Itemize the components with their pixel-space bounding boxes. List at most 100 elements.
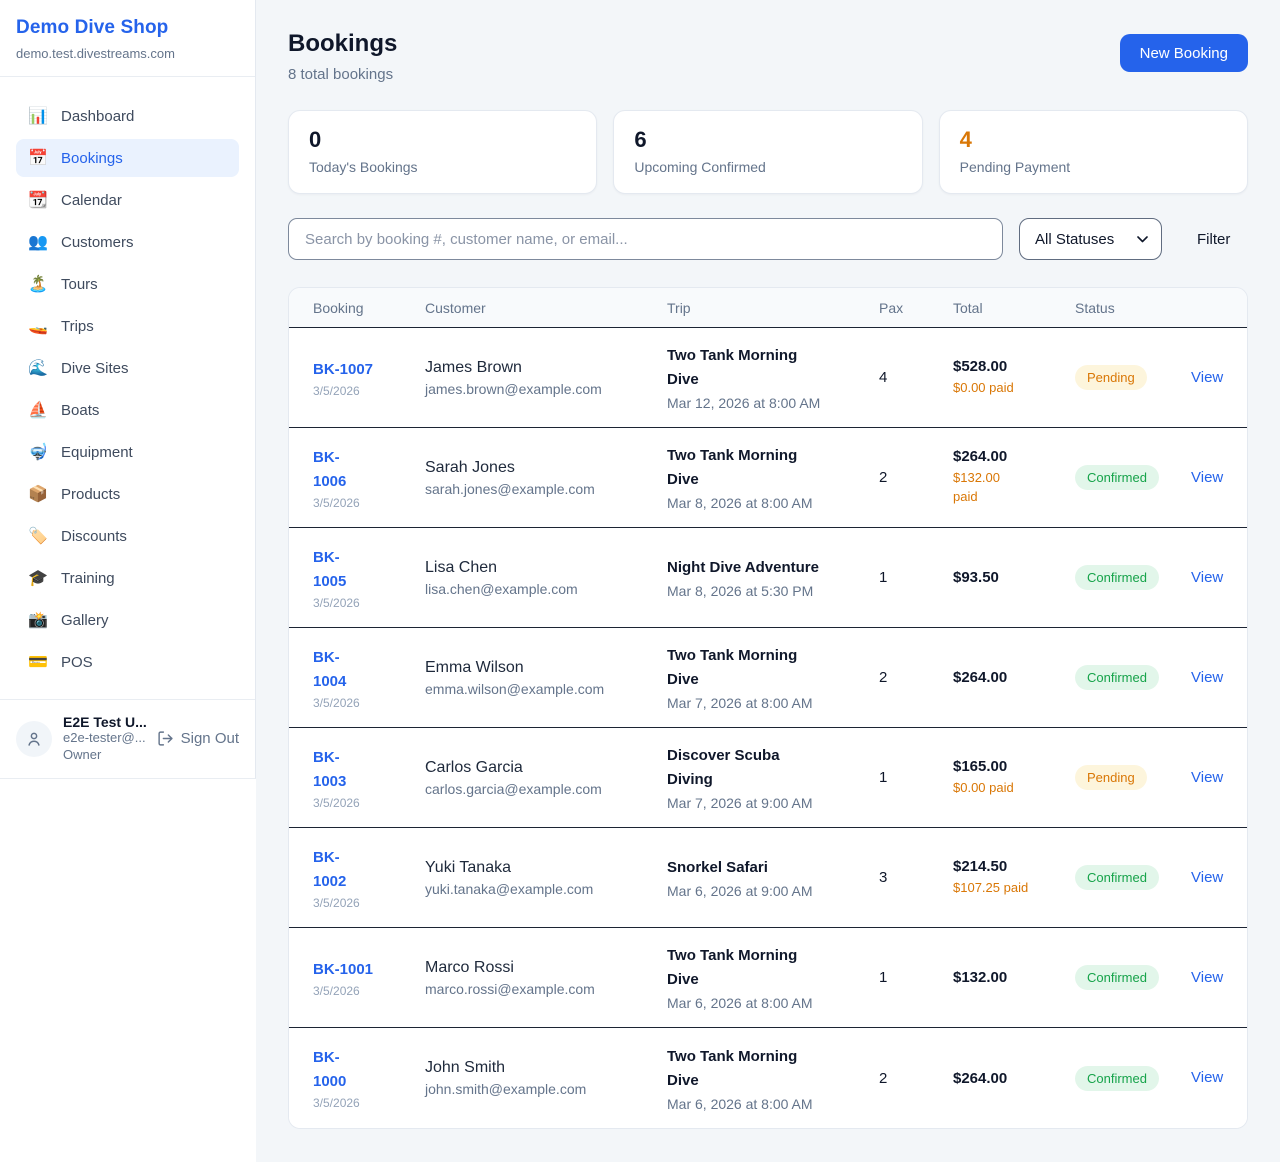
trip-name: Snorkel Safari — [667, 859, 768, 876]
view-booking-link[interactable]: View — [1191, 568, 1224, 586]
booking-cell: BK- 1002 3/5/2026 — [313, 832, 413, 924]
column-header-customer: Customer — [425, 299, 486, 316]
customer-cell: Lisa Chen lisa.chen@example.com — [425, 545, 655, 611]
column-header-booking: Booking — [313, 299, 364, 316]
customer-cell: John Smith john.smith@example.com — [425, 1045, 655, 1111]
main-content: Bookings 8 total bookings New Booking 0 … — [256, 0, 1280, 1162]
table-row: BK- 1003 3/5/2026 Carlos Garcia carlos.g… — [289, 728, 1247, 828]
status-cell: Pending — [1075, 351, 1179, 404]
sidebar-item-calendar[interactable]: 📆 Calendar — [28, 191, 122, 210]
customer-email: yuki.tanaka@example.com — [425, 880, 594, 897]
customer-cell: Yuki Tanaka yuki.tanaka@example.com — [425, 845, 655, 911]
stat-value: 0 — [309, 127, 322, 152]
total-cell: $165.00 $0.00 paid — [953, 744, 1063, 812]
sidebar-item-pos[interactable]: 💳 POS — [28, 653, 93, 672]
customer-name: Carlos Garcia — [425, 758, 523, 776]
table-body: BK-1007 3/5/2026 James Brown james.brown… — [289, 328, 1247, 1128]
column-header-trip: Trip — [667, 299, 691, 316]
customer-name: Emma Wilson — [425, 658, 524, 676]
pax-count: 1 — [879, 769, 888, 786]
island-icon: 🏝️ — [28, 276, 48, 293]
view-booking-link[interactable]: View — [1191, 668, 1224, 686]
booking-id-link[interactable]: BK-1001 — [313, 960, 374, 978]
customer-cell: Emma Wilson emma.wilson@example.com — [425, 645, 655, 711]
trip-name: Two Tank Morning Dive — [667, 647, 798, 688]
user-name: E2E Test U... — [63, 714, 147, 730]
booking-id-link[interactable]: BK-1007 — [313, 360, 374, 378]
sidebar-item-trips[interactable]: 🚤 Trips — [28, 317, 94, 336]
sidebar-item-training[interactable]: 🎓 Training — [28, 569, 115, 588]
sidebar-item-discounts[interactable]: 🏷️ Discounts — [28, 527, 127, 546]
status-filter-value: All Statuses — [1035, 230, 1115, 248]
booking-cell: BK- 1006 3/5/2026 — [313, 432, 413, 524]
booking-id-link[interactable]: BK- 1002 — [313, 848, 347, 890]
stat-card: 4 Pending Payment — [938, 110, 1248, 194]
action-cell: View — [1191, 1055, 1223, 1101]
pax-count: 2 — [879, 1069, 888, 1087]
total-cell: $264.00 — [953, 655, 1063, 700]
customer-email: james.brown@example.com — [425, 380, 602, 397]
view-booking-link[interactable]: View — [1191, 868, 1224, 886]
trip-name: Night Dive Adventure — [667, 559, 819, 576]
view-booking-link[interactable]: View — [1191, 1069, 1224, 1086]
total-amount: $264.00 — [953, 448, 1008, 466]
filter-button[interactable]: Filter — [1197, 230, 1231, 248]
customer-cell: Sarah Jones sarah.jones@example.com — [425, 445, 655, 511]
total-cell: $93.50 — [953, 555, 1063, 600]
pax-count: 2 — [879, 669, 888, 686]
status-cell: Pending — [1075, 751, 1179, 804]
label-tag-icon: 🏷️ — [28, 528, 48, 545]
status-filter-select[interactable]: All Statuses — [1019, 218, 1162, 260]
booking-id-link[interactable]: BK- 1006 — [313, 448, 347, 490]
pax-count: 1 — [879, 969, 888, 986]
sidebar-item-gallery[interactable]: 📸 Gallery — [28, 611, 109, 630]
booking-cell: BK-1007 3/5/2026 — [313, 344, 413, 412]
total-cell: $214.50 $107.25 paid — [953, 844, 1063, 912]
brand-logo[interactable]: Demo Dive Shop demo.test.divestreams.com — [0, 0, 255, 77]
action-cell: View — [1191, 655, 1223, 701]
status-cell: Confirmed — [1075, 1052, 1179, 1105]
customer-name: Yuki Tanaka — [425, 858, 511, 876]
status-badge: Confirmed — [1075, 1065, 1159, 1091]
pax-count: 2 — [879, 469, 888, 486]
sign-out-button[interactable]: Sign Out — [157, 730, 239, 747]
trip-name: Two Tank Morning Dive — [667, 347, 798, 388]
trip-name: Two Tank Morning Dive — [667, 1047, 798, 1089]
stat-card: 0 Today's Bookings — [288, 110, 598, 194]
sidebar-item-customers[interactable]: 👥 Customers — [28, 233, 134, 252]
view-booking-link[interactable]: View — [1191, 768, 1224, 786]
status-cell: Confirmed — [1075, 651, 1179, 704]
sidebar-item-bookings[interactable]: 📅 Bookings — [16, 139, 239, 177]
stat-label: Pending Payment — [959, 159, 1071, 176]
total-amount: $214.50 — [953, 857, 1008, 875]
user-section: E2E Test U... e2e-tester@... Owner Sign … — [0, 699, 255, 778]
view-booking-link[interactable]: View — [1191, 468, 1224, 486]
action-cell: View — [1191, 855, 1223, 901]
view-booking-link[interactable]: View — [1191, 368, 1224, 386]
booking-date: 3/5/2026 — [313, 1096, 360, 1110]
table-row: BK- 1006 3/5/2026 Sarah Jones sarah.jone… — [289, 428, 1247, 528]
page-title: Bookings — [288, 30, 398, 57]
new-booking-button[interactable]: New Booking — [1119, 34, 1248, 72]
wave-icon: 🌊 — [28, 360, 48, 377]
sidebar-item-dive-sites[interactable]: 🌊 Dive Sites — [28, 359, 129, 378]
booking-id-link[interactable]: BK- 1005 — [313, 548, 347, 590]
sidebar-item-equipment[interactable]: 🤿 Equipment — [28, 443, 133, 462]
sidebar: Demo Dive Shop demo.test.divestreams.com… — [0, 0, 256, 1162]
trip-datetime: Mar 7, 2026 at 9:00 AM — [667, 795, 813, 811]
booking-date: 3/5/2026 — [313, 383, 360, 398]
sidebar-item-products[interactable]: 📦 Products — [28, 485, 121, 504]
user-avatar — [16, 720, 52, 757]
sidebar-item-boats[interactable]: ⛵ Boats — [28, 401, 100, 420]
search-input[interactable] — [288, 218, 1003, 260]
booking-id-link[interactable]: BK- 1003 — [313, 748, 347, 790]
total-amount: $264.00 — [953, 669, 1008, 686]
view-booking-link[interactable]: View — [1191, 968, 1224, 986]
table-row: BK- 1002 3/5/2026 Yuki Tanaka yuki.tanak… — [289, 828, 1247, 928]
sidebar-item-tours[interactable]: 🏝️ Tours — [28, 275, 98, 294]
status-cell: Confirmed — [1075, 451, 1179, 504]
sidebar-item-dashboard[interactable]: 📊 Dashboard — [28, 107, 135, 126]
booking-id-link[interactable]: BK- 1004 — [313, 648, 347, 690]
status-cell: Confirmed — [1075, 951, 1179, 1004]
booking-id-link[interactable]: BK- 1000 — [313, 1049, 347, 1090]
